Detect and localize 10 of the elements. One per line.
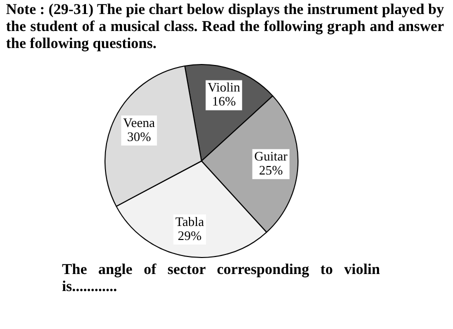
slice-label: Veena [123,114,156,130]
slice-label: Guitar [254,148,288,164]
data-label: 25% [258,162,283,178]
data-label: 16% [212,94,236,109]
data-label: 30% [127,128,152,144]
chart-title: Note : (29-31) The pie chart below displays the instrument played by the student of a musical class. Read the following graph and answer the following questions. [6,2,444,53]
slice-label: Violin [208,80,241,95]
text: The angle of sector corresponding to violin is............ [62,262,380,296]
data-label: 29% [178,228,202,243]
slice-label: Tabla [175,214,204,229]
